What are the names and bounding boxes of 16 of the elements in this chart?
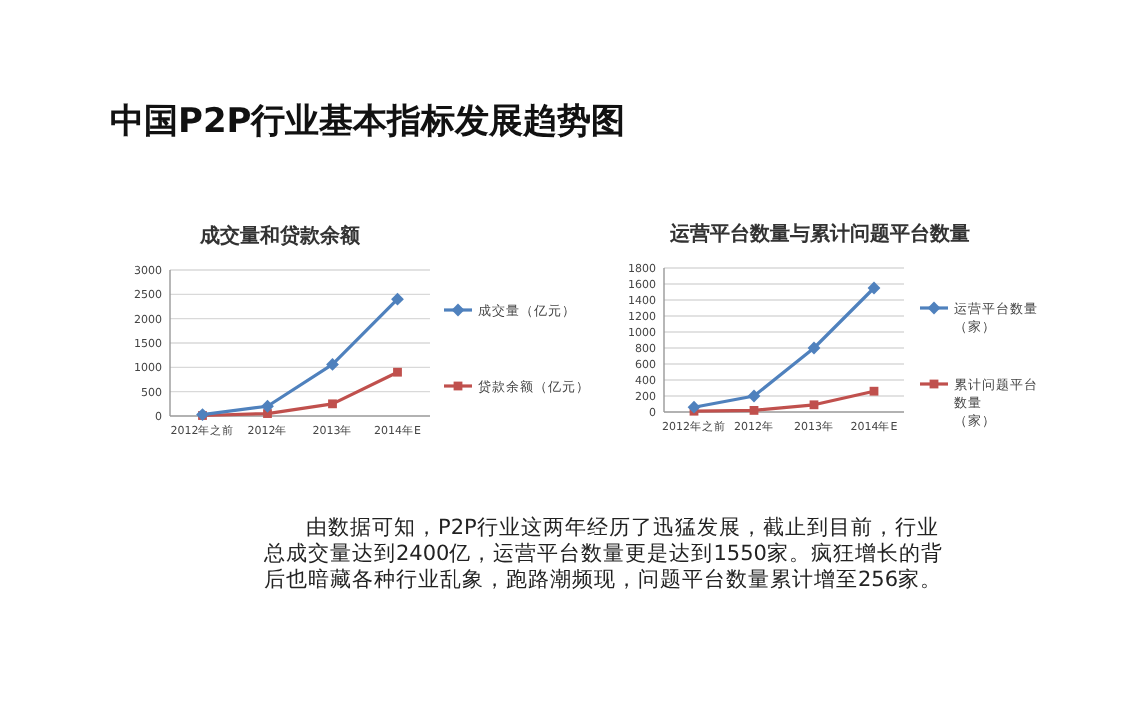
point bbox=[869, 386, 879, 396]
point bbox=[809, 400, 819, 410]
point bbox=[328, 399, 337, 409]
point bbox=[391, 292, 404, 306]
point bbox=[747, 389, 761, 403]
point bbox=[867, 281, 881, 295]
point bbox=[326, 358, 339, 371]
point bbox=[261, 399, 274, 413]
chart-title: 成交量和贷款余额 bbox=[198, 224, 362, 248]
point bbox=[807, 341, 821, 355]
point bbox=[687, 400, 701, 414]
text: 中国P2P行业基本指标发展趋势图 bbox=[110, 100, 626, 144]
point bbox=[749, 406, 759, 415]
chart-title: 运营平台数量与累计问题平台数量 bbox=[668, 222, 970, 246]
point bbox=[393, 367, 402, 377]
text: 由数据可知，P2P行业这两年经历了迅猛发展，截止到目前，行业总成交量达到2400亿，运营平台数量更是达到1550家。疯狂增长的背后也暗藏各种行业乱象，跑路潮频现，问题平台数量累计增至256家。 bbox=[264, 516, 944, 594]
